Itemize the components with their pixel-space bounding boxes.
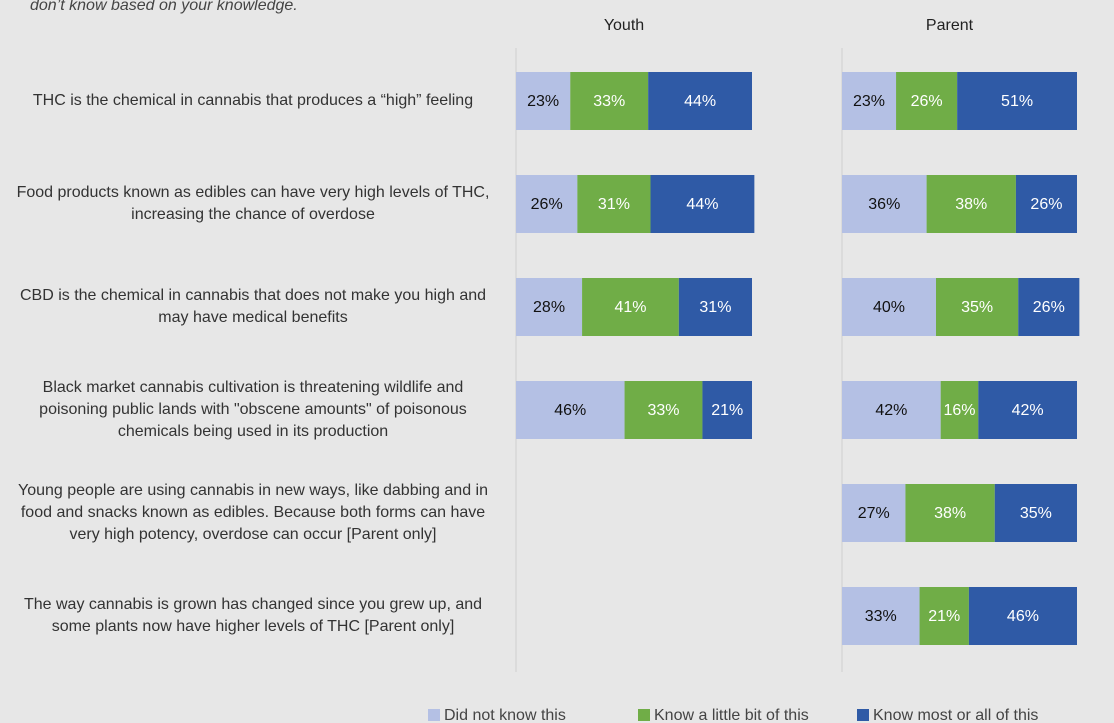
data-label: 23% [527,93,559,110]
data-label: 31% [699,299,731,316]
data-label: 46% [1007,608,1039,625]
legend-label: Know most or all of this [873,707,1038,723]
data-label: 40% [873,299,905,316]
data-label: 51% [1001,93,1033,110]
bar-segment [516,278,583,336]
data-label: 46% [554,402,586,419]
bar-segment [994,484,1077,542]
data-label: 33% [865,608,897,625]
data-label: 21% [928,608,960,625]
data-label: 28% [533,299,565,316]
bar-segment [582,278,679,336]
bar-segment [842,587,920,645]
data-label: 16% [943,402,975,419]
category-label: CBD is the chemical in cannabis that doe… [19,287,487,326]
legend-label: Did not know this [444,707,566,723]
legend-swatch [638,709,650,721]
bar-segment [842,278,936,336]
category-label: Black market cannabis cultivation is thr… [39,379,467,440]
data-label: 42% [875,402,907,419]
bar-segment [842,72,897,130]
data-label: 44% [684,93,716,110]
data-label: 26% [911,93,943,110]
bar-segment [570,72,649,130]
panel-title: Youth [604,17,644,34]
legend-label: Know a little bit of this [654,707,809,723]
category-label: Food products known as edibles can have … [16,184,490,223]
bar-segment [1018,278,1080,336]
data-label: 21% [711,402,743,419]
bar-segment [516,381,625,439]
category-label: THC is the chemical in cannabis that pro… [32,92,474,109]
bar-segment [919,587,969,645]
bar-segment [648,72,752,130]
data-label: 42% [1012,402,1044,419]
subtitle: don’t know based on your knowledge. [30,0,298,14]
bar-segment [516,72,571,130]
data-label: 23% [853,93,885,110]
bar-segment [940,381,979,439]
data-label: 38% [955,196,987,213]
data-label: 35% [961,299,993,316]
legend-swatch [428,709,440,721]
bar-segment [842,175,927,233]
data-label: 33% [647,402,679,419]
legend-swatch [857,709,869,721]
data-label: 26% [1033,299,1065,316]
data-label: 31% [598,196,630,213]
bar-segment [978,381,1077,439]
data-label: 36% [868,196,900,213]
data-label: 41% [614,299,646,316]
bar-segment [905,484,995,542]
data-label: 44% [686,196,718,213]
bar-segment [896,72,958,130]
bar-segment [624,381,703,439]
category-label: Young people are using cannabis in new w… [18,482,488,543]
bar-segment [650,175,755,233]
bar-segment [1015,175,1077,233]
data-label: 33% [593,93,625,110]
bar-segment [577,175,651,233]
bar-segment [678,278,752,336]
data-label: 26% [1030,196,1062,213]
data-label: 27% [858,505,890,522]
bar-segment [936,278,1019,336]
panel-title: Parent [926,17,974,34]
data-label: 38% [934,505,966,522]
bar-segment [957,72,1077,130]
data-label: 35% [1020,505,1052,522]
bar-segment [968,587,1077,645]
bar-segment [926,175,1016,233]
bar-segment [842,484,906,542]
bar-segment [842,381,941,439]
data-label: 26% [531,196,563,213]
category-label: The way cannabis is grown has changed si… [23,596,483,635]
bar-segment [516,175,578,233]
bar-segment [702,381,752,439]
